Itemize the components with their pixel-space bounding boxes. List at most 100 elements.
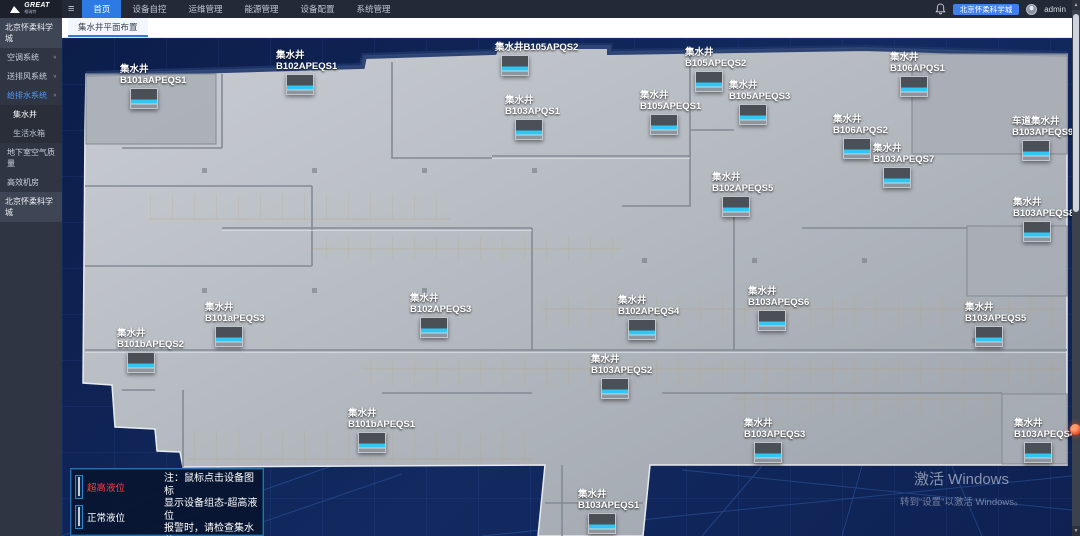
marker-well-label: 集水井 — [120, 64, 149, 75]
nav-tab-0[interactable]: 首页 — [82, 0, 122, 18]
scroll-down-icon[interactable]: ▼ — [1072, 526, 1080, 536]
well-marker-B103APEQS8[interactable]: 集水井 B103APEQS8 — [1013, 197, 1072, 242]
well-marker-B105APEQS3[interactable]: 集水井 B105APEQS3 — [729, 80, 790, 125]
marker-code-label: B101aAPEQS1 — [120, 75, 187, 86]
well-marker-B105APEQS1[interactable]: 集水井 B105APEQS1 — [640, 90, 701, 135]
sump-pit-icon[interactable] — [722, 196, 750, 217]
sump-pit-icon[interactable] — [1023, 221, 1051, 242]
marker-well-label: 集水井 — [1014, 418, 1043, 429]
sidebar-item-4[interactable]: 集水井 — [0, 105, 62, 124]
sump-pit-icon[interactable] — [130, 88, 158, 109]
nav-tab-1[interactable]: 设备自控 — [132, 4, 167, 14]
marker-well-label: 集水井 — [578, 489, 607, 500]
marker-code-label: B103APEQS8 — [1013, 208, 1072, 219]
well-marker-B103APEQS5[interactable]: 集水井 B103APEQS5 — [965, 302, 1026, 347]
marker-code-label: B103APQS1 — [505, 106, 560, 117]
vertical-scrollbar[interactable]: ▲ ▼ — [1072, 0, 1080, 536]
top-bar: GREAT 格瑞特 ≡ 首页 设备自控 运维管理 能源管理 设备配置 系统管理 北京怀柔科… — [0, 0, 1080, 18]
well-marker-B101bAPEQS1[interactable]: 集水井 B101bAPEQS1 — [348, 408, 415, 453]
well-marker-B103APEQS3[interactable]: 集水井 B103APEQS3 — [744, 418, 805, 463]
well-marker-B105APEQS2[interactable]: 集水井 B105APEQS2 — [685, 47, 746, 92]
sump-pit-icon[interactable] — [515, 119, 543, 140]
sidebar-item-1[interactable]: 空调系统 ∨ — [0, 48, 62, 67]
well-marker-B103APEQS7[interactable]: 集水井 B103APEQS7 — [873, 143, 934, 188]
alert-dot — [1070, 424, 1080, 435]
sidebar-item-label: 生活水箱 — [13, 129, 45, 138]
high-level-icon — [75, 475, 83, 499]
well-marker-B103APQS1[interactable]: 集水井 B103APQS1 — [505, 95, 560, 140]
nav-tab-5[interactable]: 系统管理 — [356, 4, 391, 14]
normal-level-icon — [75, 505, 83, 529]
sump-pit-icon[interactable] — [420, 317, 448, 338]
sidebar-item-2[interactable]: 送排风系统 ∨ — [0, 67, 62, 86]
legend-items: 超高液位 正常液位 — [75, 472, 159, 532]
sidebar: 北京怀柔科学城 空调系统 ∨ 送排风系统 ∨ 给排水系统 ∧ 集水井生活水箱地下室空气质量高效… — [0, 18, 62, 536]
nav-tab-4[interactable]: 设备配置 — [300, 4, 335, 14]
sump-pit-icon[interactable] — [1022, 140, 1050, 161]
sump-pit-icon[interactable] — [695, 71, 723, 92]
sidebar-item-label: 高效机房 — [7, 178, 39, 187]
nav-tab-3[interactable]: 能源管理 — [244, 4, 279, 14]
marker-code-label: B101bAPEQS1 — [348, 419, 416, 430]
well-marker-B106APQS1[interactable]: 集水井 B106APQS1 — [890, 52, 945, 97]
marker-well-label: 集水井 — [640, 90, 669, 101]
legend-note-line: 报警时，请检查集水井 — [164, 523, 254, 536]
well-marker-B103APEQS2[interactable]: 集水井 B103APEQS2 — [591, 354, 652, 399]
well-marker-B103APEQS1[interactable]: 集水井 B103APEQS1 — [578, 489, 639, 534]
marker-code-label: B103APEQS9 — [1012, 127, 1072, 138]
marker-well-label: 集水井 — [833, 114, 862, 125]
tab-sump-plan[interactable]: 集水井平面布置 — [68, 18, 148, 37]
sump-pit-icon[interactable] — [1024, 442, 1052, 463]
sump-pit-icon[interactable] — [843, 138, 871, 159]
sump-pit-icon[interactable] — [739, 104, 767, 125]
well-marker-B103APEQS6[interactable]: 集水井 B103APEQS6 — [748, 286, 809, 331]
project-badge[interactable]: 北京怀柔科学城 — [952, 3, 1020, 15]
well-marker-B101aPEQS3[interactable]: 集水井 B101aPEQS3 — [205, 302, 265, 347]
sidebar-item-3[interactable]: 给排水系统 ∧ — [0, 86, 62, 105]
menu-collapse-icon[interactable]: ≡ — [68, 3, 75, 15]
sump-pit-icon[interactable] — [127, 352, 155, 373]
well-marker-B102APEQS5[interactable]: 集水井 B102APEQS5 — [712, 172, 773, 217]
sump-pit-icon[interactable] — [601, 378, 629, 399]
nav-tab-2[interactable]: 运维管理 — [188, 4, 223, 14]
sump-pit-icon[interactable] — [215, 326, 243, 347]
marker-well-label: 集水井 — [965, 302, 994, 313]
well-marker-B103APEQS4[interactable]: 集水井 B103APEQS4 — [1014, 418, 1072, 463]
scrollbar-thumb[interactable] — [1073, 14, 1079, 212]
well-marker-B106APQS2[interactable]: 集水井 B106APQS2 — [833, 114, 888, 159]
sump-pit-icon[interactable] — [286, 74, 314, 95]
sump-pit-icon[interactable] — [883, 167, 911, 188]
notification-bell-icon[interactable] — [935, 3, 946, 15]
marker-well-label: 集水井 — [205, 302, 234, 313]
sidebar-item-5[interactable]: 生活水箱 — [0, 124, 62, 143]
well-marker-B102APEQS3[interactable]: 集水井 B102APEQS3 — [410, 293, 471, 338]
marker-code-label: B102APEQS4 — [618, 306, 680, 317]
avatar[interactable] — [1026, 3, 1038, 15]
well-marker-B101aAPEQS1[interactable]: 集水井 B101aAPEQS1 — [120, 64, 187, 109]
sidebar-item-6[interactable]: 地下室空气质量 — [0, 143, 62, 173]
floorplan-canvas[interactable]: 集水井 B101aAPEQS1 集水井 B102APEQS1 集水井B105APQS2 集… — [62, 38, 1072, 536]
legend-note-line: 显示设备组态-超高液位 — [164, 498, 258, 522]
well-marker-B102APEQS1[interactable]: 集水井 B102APEQS1 — [276, 50, 337, 95]
marker-well-label: 集水井 — [748, 286, 777, 297]
sump-pit-icon[interactable] — [358, 432, 386, 453]
marker-code-label: B101aPEQS3 — [205, 313, 265, 324]
sump-pit-icon[interactable] — [501, 55, 529, 76]
well-marker-B101bAPEQS2[interactable]: 集水井 B101bAPEQS2 — [117, 328, 184, 373]
topbar-right: 北京怀柔科学城 admin — [935, 3, 1080, 15]
sidebar-item-7[interactable]: 高效机房 — [0, 173, 62, 192]
sidebar-item-label: 北京怀柔科学城 — [5, 197, 53, 217]
sump-pit-icon[interactable] — [650, 114, 678, 135]
sump-pit-icon[interactable] — [758, 310, 786, 331]
marker-code-label: B106APQS2 — [833, 125, 888, 136]
sump-pit-icon[interactable] — [975, 326, 1003, 347]
well-marker-B105APQS2[interactable]: 集水井B105APQS2 — [495, 42, 578, 76]
well-marker-B103APEQS9[interactable]: 车道集水井 B103APEQS9 — [1012, 116, 1072, 161]
sump-pit-icon[interactable] — [754, 442, 782, 463]
sump-pit-icon[interactable] — [588, 513, 616, 534]
sump-pit-icon[interactable] — [628, 319, 656, 340]
scroll-up-icon[interactable]: ▲ — [1072, 0, 1080, 10]
sidebar-item-label: 北京怀柔科学城 — [5, 23, 53, 43]
sump-pit-icon[interactable] — [900, 76, 928, 97]
well-marker-B102APEQS4[interactable]: 集水井 B102APEQS4 — [618, 295, 679, 340]
